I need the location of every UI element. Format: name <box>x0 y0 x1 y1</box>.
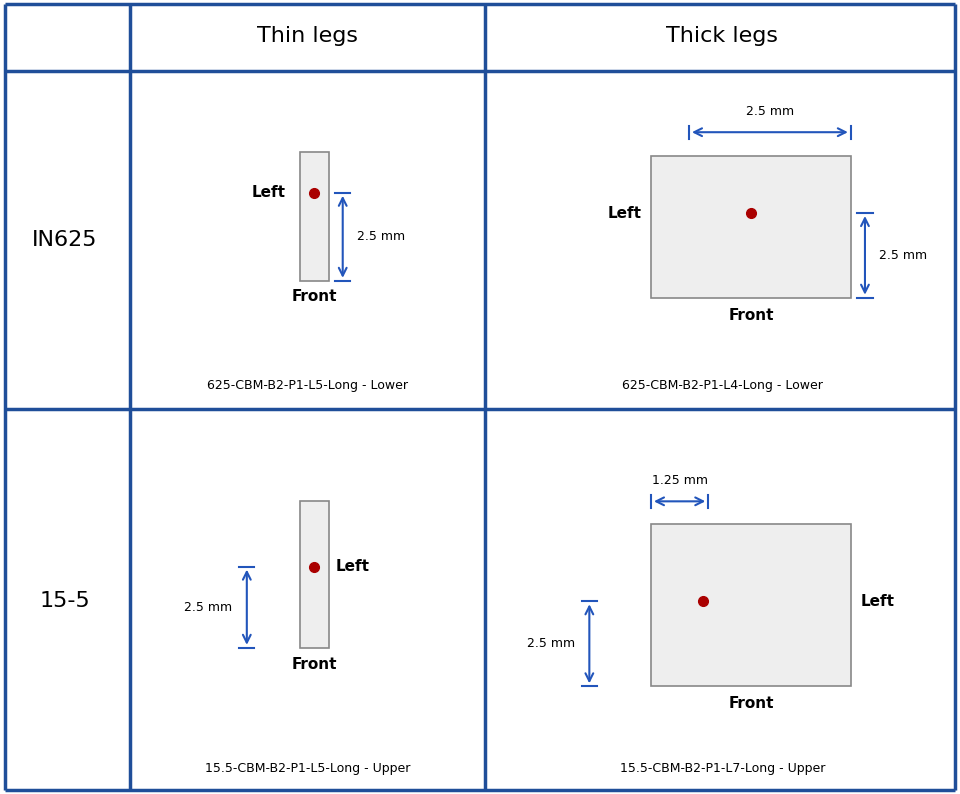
Text: 15-5: 15-5 <box>39 592 90 611</box>
Bar <box>651 524 851 686</box>
Text: 625-CBM-B2-P1-L4-Long - Lower: 625-CBM-B2-P1-L4-Long - Lower <box>622 379 823 392</box>
Text: Front: Front <box>729 307 774 322</box>
Text: Left: Left <box>608 206 641 221</box>
Text: Left: Left <box>252 186 286 200</box>
Text: Front: Front <box>292 289 337 304</box>
Text: 1.25 mm: 1.25 mm <box>652 474 708 487</box>
Text: Left: Left <box>860 594 894 609</box>
Text: Thick legs: Thick legs <box>666 25 779 46</box>
Text: 15.5-CBM-B2-P1-L5-Long - Upper: 15.5-CBM-B2-P1-L5-Long - Upper <box>204 761 410 775</box>
Text: Front: Front <box>292 657 337 673</box>
Text: 2.5 mm: 2.5 mm <box>527 638 575 650</box>
Text: 625-CBM-B2-P1-L5-Long - Lower: 625-CBM-B2-P1-L5-Long - Lower <box>206 379 408 392</box>
Text: Left: Left <box>336 559 370 574</box>
Text: Thin legs: Thin legs <box>256 25 358 46</box>
Text: IN625: IN625 <box>32 230 98 250</box>
Bar <box>300 501 328 648</box>
Text: Front: Front <box>729 696 774 711</box>
Bar <box>300 152 328 281</box>
Text: 15.5-CBM-B2-P1-L7-Long - Upper: 15.5-CBM-B2-P1-L7-Long - Upper <box>620 761 825 775</box>
Text: 2.5 mm: 2.5 mm <box>184 601 232 614</box>
Text: 2.5 mm: 2.5 mm <box>879 249 927 262</box>
Text: 2.5 mm: 2.5 mm <box>357 230 405 243</box>
Text: 2.5 mm: 2.5 mm <box>746 105 794 118</box>
Bar <box>651 156 851 298</box>
